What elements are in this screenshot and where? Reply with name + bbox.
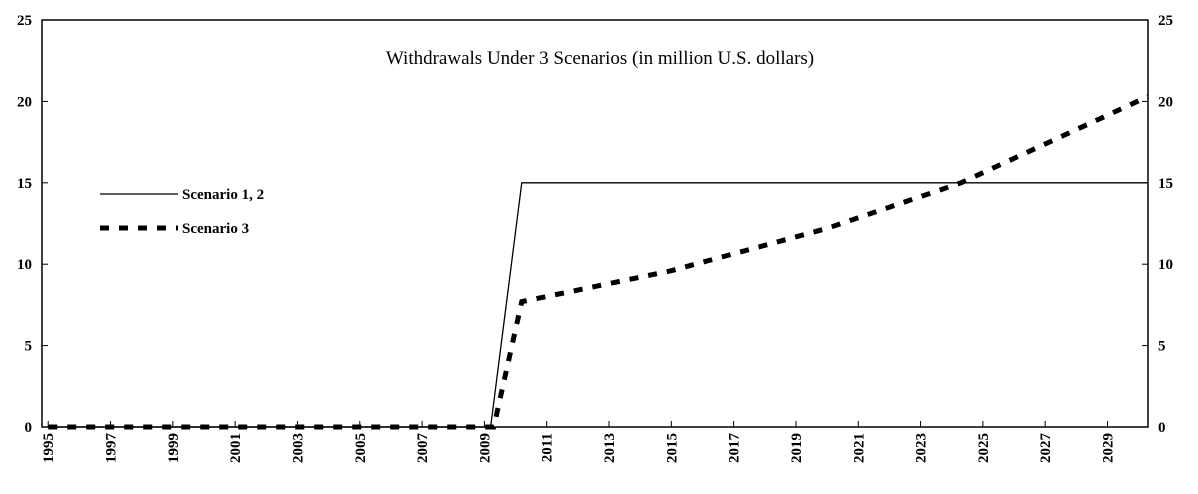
chart-title: Withdrawals Under 3 Scenarios (in millio… bbox=[386, 48, 814, 69]
series-line bbox=[48, 182, 1148, 428]
legend-label: Scenario 3 bbox=[182, 221, 249, 237]
x-tick-label: 2017 bbox=[727, 433, 743, 464]
legend-label: Scenario 1, 2 bbox=[182, 187, 264, 203]
x-tick-label: 2021 bbox=[851, 433, 867, 463]
x-tick-label: 2005 bbox=[353, 433, 369, 463]
x-tick-label: 2003 bbox=[290, 433, 306, 463]
y-tick-label: 15 bbox=[17, 176, 32, 192]
x-tick-label: 2007 bbox=[415, 433, 431, 464]
y-tick-label: 25 bbox=[17, 13, 32, 29]
y2-tick-label: 0 bbox=[1158, 420, 1166, 436]
y2-tick-label: 25 bbox=[1158, 13, 1173, 29]
series-line bbox=[48, 94, 1150, 430]
y2-tick-label: 15 bbox=[1158, 176, 1173, 192]
y-tick-label: 10 bbox=[17, 257, 32, 273]
y-tick-label: 0 bbox=[25, 420, 33, 436]
x-tick-label: 2025 bbox=[976, 433, 992, 463]
y2-tick-label: 20 bbox=[1158, 94, 1173, 110]
x-tick-label: 1999 bbox=[166, 433, 182, 463]
x-tick-label: 1995 bbox=[41, 433, 57, 463]
x-tick-label: 1997 bbox=[104, 433, 120, 464]
y2-tick-label: 10 bbox=[1158, 257, 1173, 273]
x-tick-label: 2001 bbox=[228, 433, 244, 463]
x-tick-label: 2009 bbox=[477, 433, 493, 463]
y-tick-label: 20 bbox=[17, 94, 32, 110]
x-tick-label: 2011 bbox=[540, 433, 556, 462]
x-tick-label: 2029 bbox=[1100, 433, 1116, 463]
plot-frame bbox=[41, 19, 1149, 428]
x-tick-label: 2019 bbox=[789, 433, 805, 463]
y-tick-label: 5 bbox=[25, 339, 33, 355]
x-tick-label: 2013 bbox=[602, 433, 618, 463]
x-tick-label: 2023 bbox=[914, 433, 930, 463]
y2-tick-label: 5 bbox=[1158, 339, 1166, 355]
x-tick-label: 2027 bbox=[1038, 433, 1054, 464]
x-tick-label: 2015 bbox=[664, 433, 680, 463]
